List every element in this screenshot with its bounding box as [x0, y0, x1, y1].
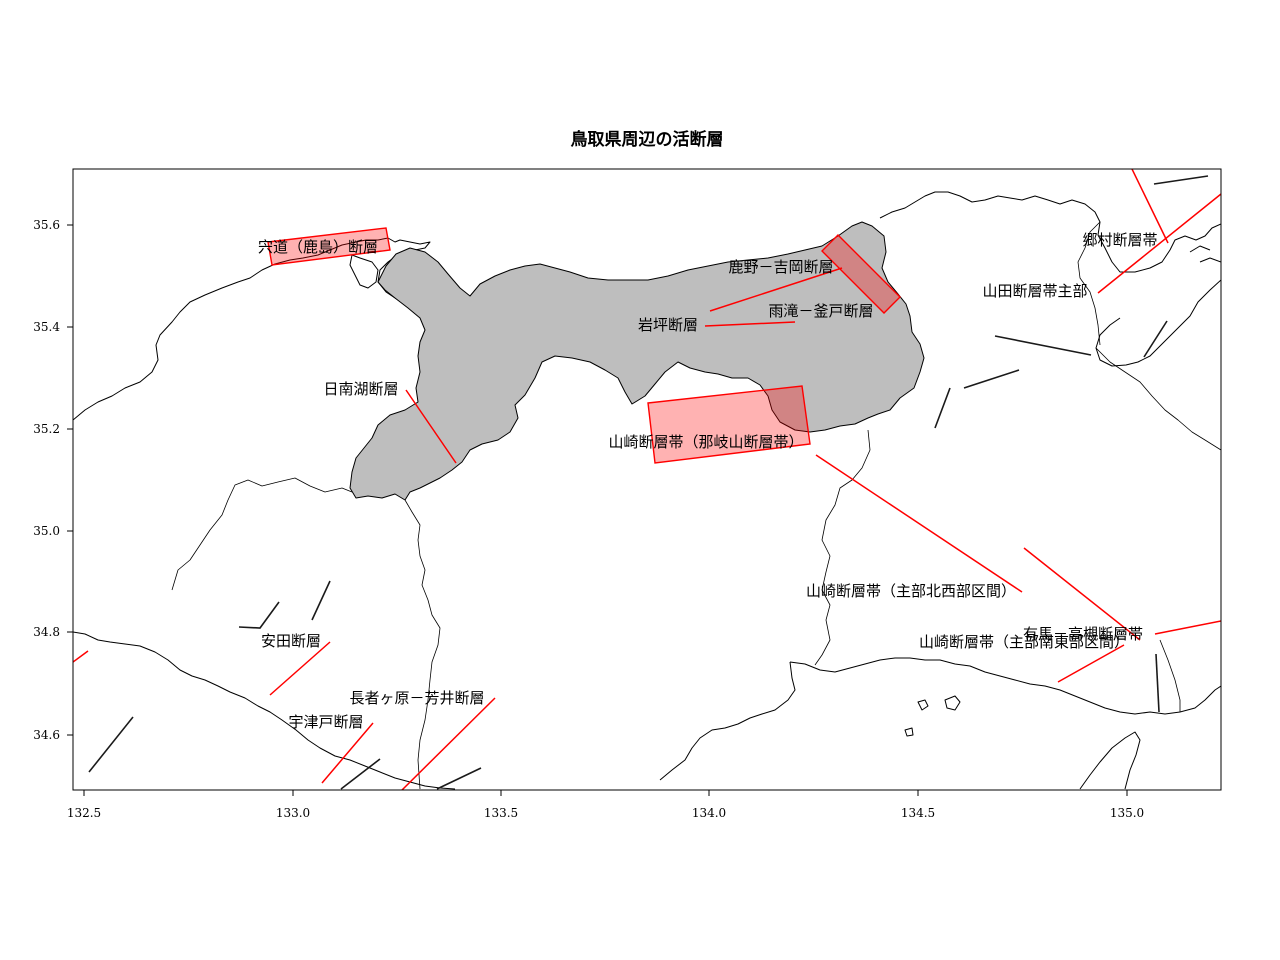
- island-small-1: [944, 695, 961, 711]
- label-yamasaki-main-nw: 山崎断層帯（主部北西部区間）: [806, 582, 1016, 600]
- border-hyogo-kyoto: [1077, 221, 1221, 451]
- border-okayama-hiroshima: [404, 499, 441, 790]
- label-yasuda: 安田断層: [261, 632, 321, 650]
- fault-line-utsudo: [321, 722, 374, 784]
- coastline-tango: [1189, 245, 1221, 263]
- fault-line-nichinanko: [405, 389, 457, 464]
- y-tick-label: 35.0: [33, 524, 60, 538]
- coastline-okayama: [659, 661, 796, 781]
- fault-line-black-3: [1143, 320, 1168, 358]
- fault-line-black-6: [1155, 653, 1160, 713]
- label-shinji: 宍道（鹿島）断層: [258, 238, 378, 256]
- fault-zone-amedaki: [821, 234, 901, 314]
- fault-zone-nagi: [647, 385, 811, 464]
- x-tick-label: 132.5: [67, 806, 101, 820]
- x-tick-label: 135.0: [1110, 806, 1144, 820]
- x-axis: 132.5 133.0 133.5 134.0 134.5 135.0: [67, 790, 1144, 820]
- fault-line-yamasaki-se: [1057, 644, 1125, 683]
- label-yamasaki-nagi: 山崎断層帯（那岐山断層帯）: [608, 433, 803, 451]
- fault-line-yamasaki-nw: [815, 454, 1023, 593]
- fault-line-black-4: [963, 369, 1020, 389]
- fault-line-yamada: [1097, 193, 1221, 294]
- border-okayama-hyogo: [814, 429, 871, 666]
- label-shikano: 鹿野－吉岡断層: [728, 258, 833, 276]
- fault-line-black-1: [1153, 175, 1209, 185]
- coastline-wakasa: [1095, 279, 1221, 367]
- coastline-nakaumi: [349, 254, 379, 289]
- coastline-awaji: [1079, 731, 1141, 790]
- fault-line-chojagahara: [401, 697, 496, 790]
- coastline-north-east: [879, 191, 1221, 273]
- fault-line-gomura: [1131, 169, 1169, 244]
- tottori-prefecture: [349, 221, 925, 501]
- x-tick-label: 134.5: [901, 806, 935, 820]
- fault-line-arima-2: [1154, 620, 1221, 635]
- fault-line-black-5: [934, 387, 951, 429]
- fault-line-black-9: [88, 716, 134, 773]
- fault-zone-shinji: [267, 227, 391, 266]
- fault-line-black-8: [238, 601, 280, 629]
- x-tick-label: 133.0: [276, 806, 310, 820]
- label-utsudo: 宇津戸断層: [288, 713, 363, 731]
- label-yamasaki-main-se: 山崎断層帯（主部南東部区間）: [919, 633, 1129, 651]
- x-tick-label: 134.0: [692, 806, 726, 820]
- fault-line-iwatsubo: [704, 321, 796, 327]
- fault-line-black-11: [436, 767, 482, 790]
- y-axis: 35.6 35.4 35.2 35.0 34.8 34.6: [33, 218, 73, 742]
- map-title: 鳥取県周辺の活断層: [571, 129, 724, 150]
- y-tick-label: 34.8: [33, 625, 60, 639]
- island-small-2: [917, 699, 929, 711]
- fault-line-shikano: [709, 267, 843, 312]
- map-frame: [72, 168, 1222, 791]
- map-panel: 宍道（鹿島）断層 鹿野－吉岡断層 雨滝－釜戸断層 岩坪断層 日南湖断層 山崎断層…: [73, 169, 1221, 790]
- fault-line-black-2: [994, 335, 1092, 356]
- label-amedaki: 雨滝－釜戸断層: [768, 302, 873, 320]
- x-tick-label: 133.5: [484, 806, 518, 820]
- label-iwatsubo: 岩坪断層: [638, 316, 698, 334]
- fault-line-black-7: [311, 580, 331, 621]
- fault-line-arima-1: [1023, 547, 1141, 641]
- label-yamada: 山田断層帯主部: [982, 282, 1087, 300]
- label-chojagahara: 長者ヶ原－芳井断層: [349, 689, 484, 707]
- fault-line-black-10: [340, 758, 381, 790]
- fault-line-west-edge: [73, 650, 89, 663]
- border-shimane-hiroshima: [171, 477, 353, 591]
- y-tick-label: 34.6: [33, 728, 60, 742]
- fault-line-yasuda: [269, 641, 331, 696]
- coastline-south-east: [789, 657, 1221, 715]
- label-gomura: 郷村断層帯: [1082, 231, 1157, 249]
- y-tick-label: 35.2: [33, 422, 60, 436]
- label-nichinanko: 日南湖断層: [323, 380, 398, 398]
- coastline-south: [73, 631, 456, 790]
- y-tick-label: 35.4: [33, 320, 60, 334]
- y-tick-label: 35.6: [33, 218, 60, 232]
- label-arima-takatsuki: 有馬－高槻断層帯: [1023, 625, 1143, 643]
- island-small-3: [904, 727, 914, 737]
- border-hyogo-osaka: [1159, 639, 1181, 712]
